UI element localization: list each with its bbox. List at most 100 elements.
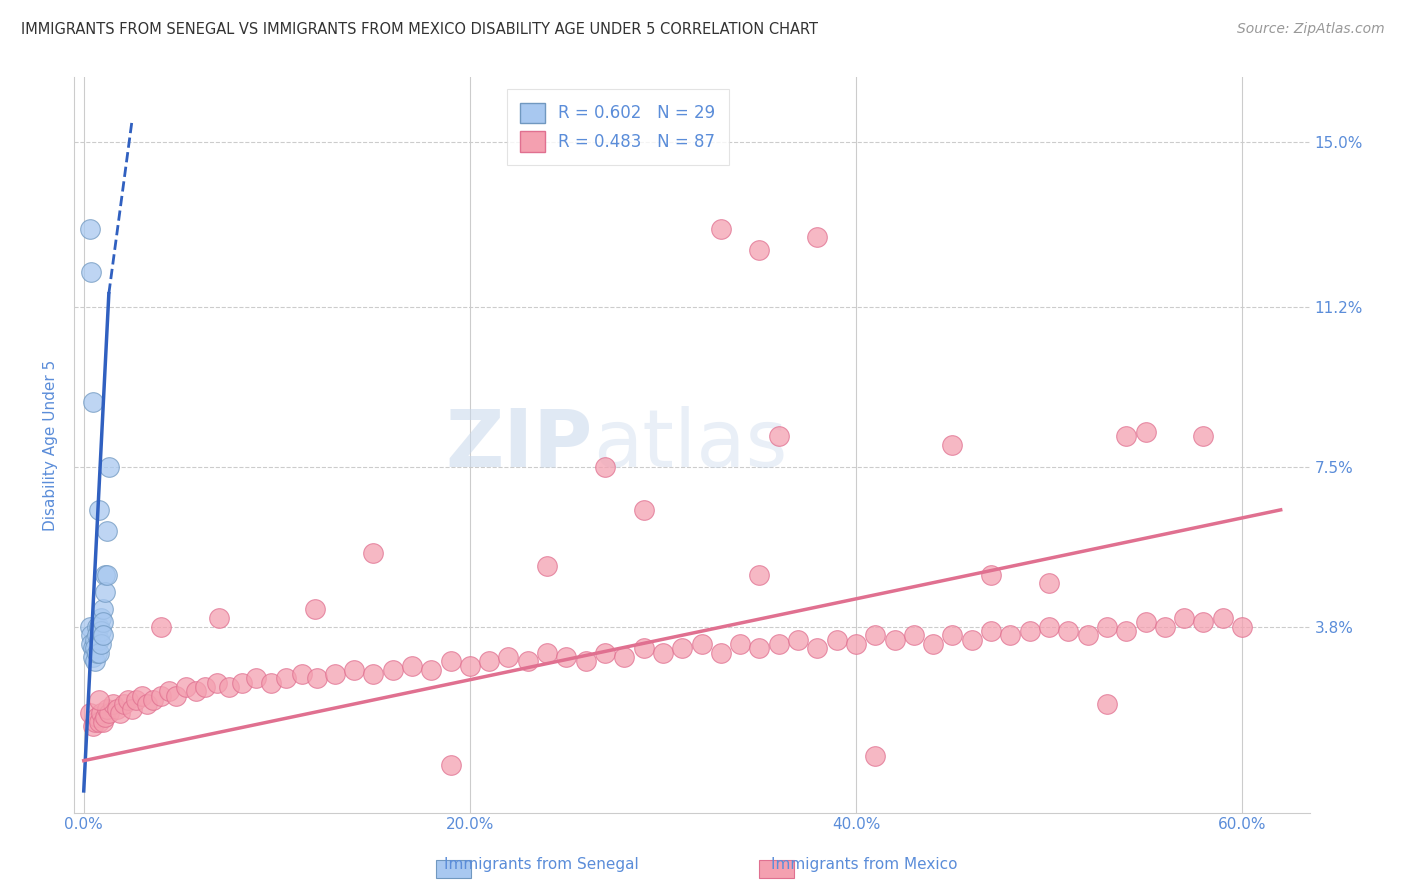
Point bbox=[125, 693, 148, 707]
Point bbox=[498, 649, 520, 664]
Point bbox=[149, 689, 172, 703]
Point bbox=[121, 702, 143, 716]
Text: IMMIGRANTS FROM SENEGAL VS IMMIGRANTS FROM MEXICO DISABILITY AGE UNDER 5 CORRELA: IMMIGRANTS FROM SENEGAL VS IMMIGRANTS FR… bbox=[21, 22, 818, 37]
Y-axis label: Disability Age Under 5: Disability Age Under 5 bbox=[44, 359, 58, 531]
Point bbox=[593, 459, 616, 474]
Point bbox=[97, 706, 120, 720]
Point bbox=[941, 628, 963, 642]
Point bbox=[304, 602, 326, 616]
Point bbox=[86, 710, 108, 724]
Point bbox=[1077, 628, 1099, 642]
Point bbox=[84, 654, 107, 668]
Point bbox=[1153, 619, 1175, 633]
Point bbox=[89, 646, 111, 660]
Point bbox=[671, 641, 693, 656]
Point bbox=[101, 698, 124, 712]
Point bbox=[82, 641, 104, 656]
Point bbox=[478, 654, 501, 668]
Point bbox=[439, 654, 461, 668]
Point bbox=[633, 503, 655, 517]
Point bbox=[1192, 429, 1215, 443]
Point bbox=[245, 672, 267, 686]
Point bbox=[90, 611, 112, 625]
Point bbox=[136, 698, 159, 712]
Point bbox=[922, 637, 945, 651]
Point bbox=[84, 641, 107, 656]
Point bbox=[420, 663, 443, 677]
Point bbox=[208, 611, 231, 625]
Point bbox=[555, 649, 578, 664]
Point bbox=[90, 624, 112, 638]
Text: atlas: atlas bbox=[593, 406, 787, 484]
Point bbox=[79, 706, 101, 720]
Point bbox=[960, 632, 983, 647]
Point bbox=[323, 667, 346, 681]
Point bbox=[86, 646, 108, 660]
Point bbox=[80, 637, 103, 651]
Point bbox=[307, 672, 329, 686]
Point bbox=[82, 719, 104, 733]
Legend: R = 0.602   N = 29, R = 0.483   N = 87: R = 0.602 N = 29, R = 0.483 N = 87 bbox=[506, 89, 728, 165]
Point bbox=[117, 693, 139, 707]
Point bbox=[218, 680, 240, 694]
Point bbox=[536, 559, 558, 574]
Point bbox=[363, 546, 385, 560]
Point bbox=[205, 675, 228, 690]
Point bbox=[89, 503, 111, 517]
Point bbox=[613, 649, 636, 664]
Point bbox=[768, 429, 790, 443]
Point bbox=[1057, 624, 1080, 638]
Point bbox=[165, 689, 187, 703]
Point bbox=[97, 459, 120, 474]
Point bbox=[1115, 429, 1137, 443]
Point bbox=[363, 667, 385, 681]
Point bbox=[91, 602, 114, 616]
Point bbox=[110, 706, 132, 720]
Point bbox=[806, 230, 828, 244]
Point bbox=[86, 619, 108, 633]
Point bbox=[91, 714, 114, 729]
Point bbox=[1095, 698, 1118, 712]
Point bbox=[381, 663, 404, 677]
Point bbox=[131, 689, 153, 703]
Point bbox=[231, 675, 253, 690]
Point bbox=[748, 244, 770, 258]
Point bbox=[865, 628, 887, 642]
Point bbox=[105, 702, 128, 716]
Point bbox=[690, 637, 713, 651]
Point bbox=[806, 641, 828, 656]
Point bbox=[1018, 624, 1040, 638]
Point bbox=[276, 672, 298, 686]
Point bbox=[748, 567, 770, 582]
Point bbox=[1173, 611, 1195, 625]
Point bbox=[710, 221, 733, 235]
Point bbox=[82, 649, 104, 664]
Point bbox=[401, 658, 423, 673]
Point bbox=[94, 585, 117, 599]
Point bbox=[768, 637, 790, 651]
Point bbox=[96, 524, 118, 539]
Point bbox=[89, 632, 111, 647]
Point bbox=[1038, 576, 1060, 591]
Point bbox=[1230, 619, 1253, 633]
Point bbox=[980, 624, 1002, 638]
Point bbox=[1135, 615, 1157, 630]
Point bbox=[458, 658, 481, 673]
Point bbox=[291, 667, 314, 681]
Point bbox=[1115, 624, 1137, 638]
Point bbox=[728, 637, 751, 651]
Point bbox=[80, 265, 103, 279]
Point bbox=[651, 646, 673, 660]
Point bbox=[91, 628, 114, 642]
Point bbox=[96, 567, 118, 582]
Text: ZIP: ZIP bbox=[446, 406, 593, 484]
Point bbox=[1000, 628, 1022, 642]
Point bbox=[865, 749, 887, 764]
Point bbox=[84, 632, 107, 647]
Point bbox=[1135, 425, 1157, 439]
Point bbox=[86, 628, 108, 642]
Point bbox=[1192, 615, 1215, 630]
Point bbox=[439, 758, 461, 772]
Point bbox=[94, 567, 117, 582]
Point bbox=[1038, 619, 1060, 633]
